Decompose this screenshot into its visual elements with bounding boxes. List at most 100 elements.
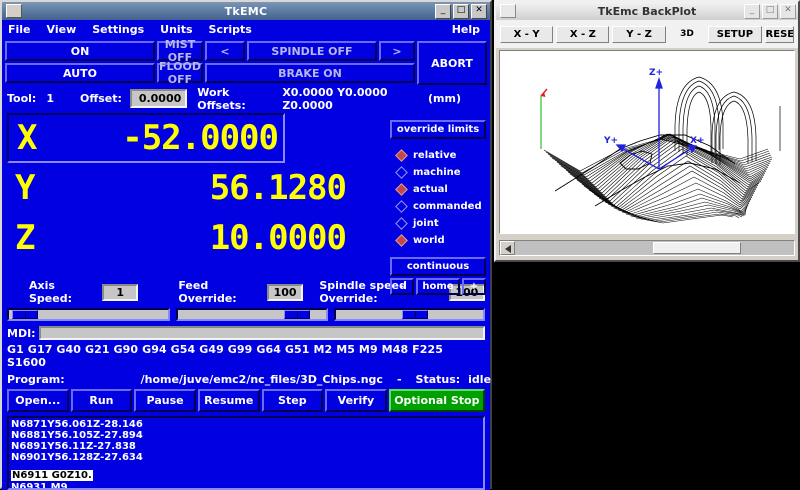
feed-override-slider[interactable] [176,308,328,321]
axis-speed-value[interactable]: 1 [101,283,139,301]
overrides-labels-row: Axis Speed: 1 Feed Override: 100 Spindle… [5,279,487,305]
program-status-separator: - [396,373,402,386]
run-button[interactable]: Run [70,389,133,412]
window-menu-icon[interactable] [500,4,516,18]
radio-indicator-icon [395,166,408,179]
radio-label: joint [413,218,439,229]
radio-indicator-icon [395,217,408,230]
gcode-line: N6891Y56.11Z-27.838 [11,441,136,452]
gcode-line: N6871Y56.061Z-28.146 [11,419,143,430]
axis-row-z[interactable]: Z 10.0000 [7,213,487,263]
machine-power-button[interactable]: ON [5,41,155,61]
radio-world[interactable]: world [394,232,486,249]
verify-button[interactable]: Verify [325,389,387,412]
radio-indicator-icon [395,183,408,196]
jog-minus-button[interactable]: - [390,278,414,295]
resume-button[interactable]: Resume [197,389,260,412]
scroll-left-arrow-icon[interactable] [500,241,515,255]
view-xy-button[interactable]: X - Y [500,25,554,43]
spindle-toggle-button[interactable]: SPINDLE OFF [246,41,377,61]
radio-indicator-icon [395,234,408,247]
radio-joint[interactable]: joint [394,215,486,232]
minimize-icon[interactable]: _ [744,3,760,19]
jog-mode-button[interactable]: continuous [390,257,486,276]
coordinate-mode-radios: relative machine actual commanded [394,147,486,249]
backplot-canvas[interactable]: Z+ Y+ X+ [499,50,795,234]
override-limits-button[interactable]: override limits [390,120,486,139]
view-yz-button[interactable]: Y - Z [612,25,666,43]
mdi-input[interactable] [38,326,485,340]
radio-label: world [413,235,445,246]
window-menu-icon[interactable] [6,4,22,18]
step-button[interactable]: Step [261,389,324,412]
axis-label-z-plus: Z+ [649,68,663,78]
work-offsets-value: X0.0000 Y0.0000 Z0.0000 [282,85,388,112]
slider-thumb[interactable] [284,310,311,319]
spindle-increase-button[interactable]: > [378,41,415,61]
axis-label-y: Y [15,168,36,208]
close-icon[interactable]: ✕ [471,3,487,19]
radio-machine[interactable]: machine [394,164,486,181]
axis-label-x-plus: X+ [690,136,704,146]
radio-indicator-icon [395,149,408,162]
tkemc-titlebar[interactable]: TkEMC _ □ ✕ [2,2,490,20]
mist-toggle-button[interactable]: MIST OFF [157,38,203,64]
flood-toggle-button[interactable]: FLOOD OFF [157,60,203,86]
units-label: (mm) [428,92,461,105]
minimize-icon[interactable]: _ [435,3,451,19]
menu-help[interactable]: Help [451,23,480,36]
gcode-listing[interactable]: N6871Y56.061Z-28.146 N6881Y56.105Z-27.89… [7,416,485,490]
reset-button[interactable]: RESET [764,25,794,43]
backplot-hscrollbar[interactable] [499,240,795,256]
radio-commanded[interactable]: commanded [394,198,486,215]
work-offsets-label: Work Offsets: [197,85,246,112]
view-xz-button[interactable]: X - Z [556,25,610,43]
program-path: /home/juve/emc2/nc_files/3D_Chips.ngc [140,373,383,386]
close-icon[interactable]: ✕ [780,3,796,19]
axis-value-x: -52.0000 [122,118,279,158]
radio-label: machine [413,167,461,178]
axis-row-x[interactable]: X -52.0000 [7,113,285,163]
open-button[interactable]: Open... [7,389,69,412]
spindle-override-value[interactable]: 100 [448,283,486,301]
spindle-override-slider[interactable] [333,308,485,321]
radio-relative[interactable]: relative [394,147,486,164]
menu-file[interactable]: File [8,23,31,36]
maximize-icon[interactable]: □ [453,3,469,19]
spindle-override-label: Spindle speed Override: [319,279,407,305]
slider-thumb[interactable] [401,310,428,319]
slider-thumb[interactable] [12,310,39,319]
optional-stop-button[interactable]: Optional Stop [388,389,485,412]
feed-override-value[interactable]: 100 [266,283,304,301]
menu-scripts[interactable]: Scripts [208,23,252,36]
setup-button[interactable]: SETUP [708,25,762,43]
tool-value: 1 [46,92,54,105]
home-button[interactable]: home [416,278,460,295]
backplot-titlebar[interactable]: TkEmc BackPlot _ □ ✕ [496,2,798,20]
axis-speed-slider[interactable] [7,308,171,321]
scrollbar-thumb[interactable] [652,242,742,254]
menu-units[interactable]: Units [160,23,193,36]
backplot-window: TkEmc BackPlot _ □ ✕ X - Y X - Z Y - Z 3… [494,0,800,262]
tkemc-title: TkEMC [224,4,268,18]
tool-offset-line: Tool: 1 Offset: 0.0000 Work Offsets: X0.… [5,85,487,112]
view-3d-label[interactable]: 3D [680,29,694,39]
pause-button[interactable]: Pause [134,389,196,412]
brake-toggle-button[interactable]: BRAKE ON [204,63,415,83]
menu-settings[interactable]: Settings [92,23,145,36]
toolpath-plot: Z+ Y+ X+ [540,68,781,224]
maximize-icon[interactable]: □ [762,3,778,19]
spindle-decrease-button[interactable]: < [204,41,245,61]
abort-button[interactable]: ABORT [416,41,487,85]
radio-actual[interactable]: actual [394,181,486,198]
mode-button[interactable]: AUTO [5,63,155,83]
jog-plus-button[interactable]: + [462,278,486,295]
axis-label-y-plus: Y+ [603,136,618,146]
offset-value-field[interactable]: 0.0000 [129,89,188,108]
gcode-line: N6901Y56.128Z-27.634 [11,452,143,463]
program-status-line: Program: /home/juve/emc2/nc_files/3D_Chi… [5,369,491,386]
backplot-toolbar: X - Y X - Z Y - Z 3D SETUP RESET [496,20,798,48]
axis-row-y[interactable]: Y 56.1280 [7,163,487,213]
menu-view[interactable]: View [46,23,77,36]
axis-speed-label: Axis Speed: [29,279,72,305]
